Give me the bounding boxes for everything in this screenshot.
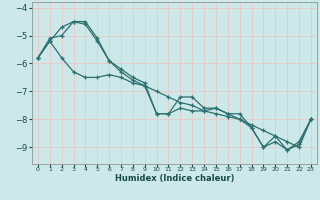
X-axis label: Humidex (Indice chaleur): Humidex (Indice chaleur) (115, 174, 234, 183)
